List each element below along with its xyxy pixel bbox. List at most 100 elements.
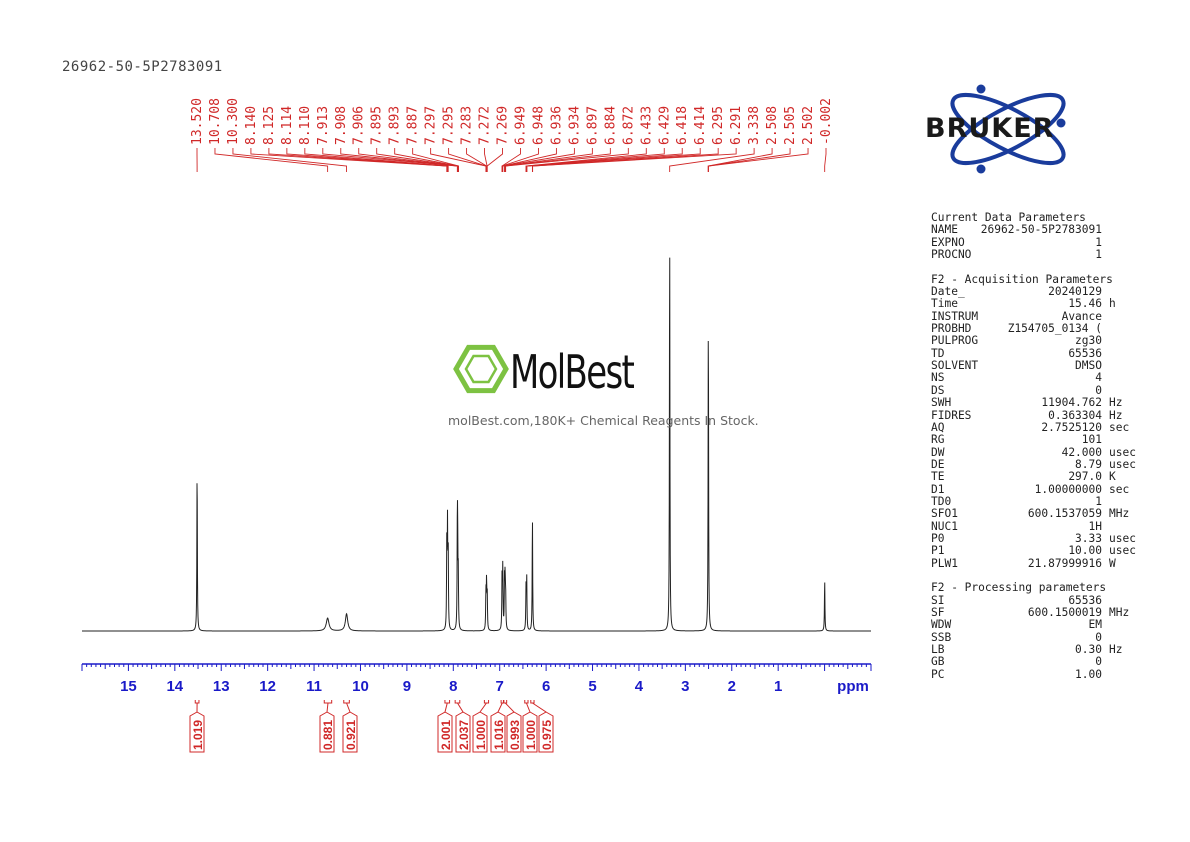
param-value: 8.79 <box>1075 457 1102 471</box>
x-tick-label: 1 <box>774 678 782 695</box>
peak-connector <box>505 148 629 172</box>
integral-box <box>437 702 453 753</box>
param-value: zg30 <box>1075 334 1102 348</box>
param-row: P0 3.33 usec <box>931 532 1146 545</box>
peak-shift-label: 8.125 <box>262 106 277 145</box>
param-value: 2.7525120 <box>1041 420 1102 434</box>
peak-shift-label: 6.418 <box>675 106 690 145</box>
param-key: NS <box>931 371 945 385</box>
param-row: NAME 26962-50-5P2783091 <box>931 223 1146 237</box>
param-key: EXPNO <box>931 235 965 249</box>
acquisition-params-title: F2 - Acquisition Parameters <box>931 272 1113 286</box>
param-key: DE <box>931 457 945 471</box>
bruker-logo-text: BRUKER <box>925 113 1055 144</box>
param-value: 1.00 <box>1075 667 1102 681</box>
peak-shift-label: 6.872 <box>621 106 636 145</box>
peak-shift-label: 6.934 <box>567 106 582 145</box>
param-unit: h <box>1109 297 1116 311</box>
integral-box <box>342 702 358 753</box>
param-row: SSB 0 <box>931 630 1146 644</box>
sample-name: 26962-50-5P2783091 <box>62 59 223 75</box>
param-value: 21.87999916 <box>1027 556 1102 570</box>
param-key: PROBHD <box>931 322 972 336</box>
param-value: 65536 <box>1068 593 1102 607</box>
x-tick-label: 14 <box>166 678 183 695</box>
param-unit: usec <box>1109 544 1136 558</box>
param-key: PC <box>931 667 945 681</box>
peak-connector <box>708 148 809 172</box>
peak-shift-label: 10.708 <box>208 98 223 145</box>
integral-value: 1.000 <box>474 720 488 750</box>
peak-shift-label: 7.908 <box>334 106 349 145</box>
param-key: D1 <box>931 482 945 496</box>
param-value: 0 <box>1095 630 1102 644</box>
param-key: INSTRUM <box>931 309 979 323</box>
param-unit: K <box>1109 470 1116 484</box>
param-unit: MHz <box>1109 606 1130 619</box>
integral-value: 0.993 <box>508 720 522 750</box>
param-key: PLW1 <box>931 556 958 570</box>
param-row: DS 0 <box>931 383 1146 397</box>
peak-connector <box>466 148 488 172</box>
param-row: EXPNO 1 <box>931 235 1146 249</box>
peak-connector <box>358 148 459 172</box>
param-value: 1.00000000 <box>1034 482 1102 496</box>
param-key: Time <box>931 297 958 311</box>
watermark-ring-icon <box>453 344 509 394</box>
param-value: 26962-50-5P2783091 <box>980 223 1102 237</box>
param-value: 297.0 <box>1068 470 1102 484</box>
integral-bracket <box>500 700 504 704</box>
peak-shift-label: 8.110 <box>298 106 313 145</box>
x-tick-label: 15 <box>120 678 137 695</box>
peak-shift-label: 2.505 <box>783 106 798 145</box>
param-value: Avance <box>1061 309 1102 323</box>
param-value: 101 <box>1081 433 1102 447</box>
x-tick-label: 3 <box>681 678 689 695</box>
param-value: 10.00 <box>1068 544 1102 558</box>
peak-shift-label: 7.895 <box>370 106 385 145</box>
current-params-title: Current Data Parameters <box>931 211 1086 224</box>
param-value: 65536 <box>1068 346 1102 360</box>
param-unit: sec <box>1109 482 1130 496</box>
param-key: AQ <box>931 420 945 434</box>
param-row: PC 1.00 <box>931 667 1146 681</box>
integral-value: 0.975 <box>540 720 554 750</box>
peak-shift-label: 7.906 <box>352 106 367 145</box>
peak-shift-label: 8.114 <box>280 106 295 145</box>
peak-connector <box>669 148 755 172</box>
integral-value: 1.019 <box>191 720 205 750</box>
param-row: DE 8.79 usec <box>931 457 1146 471</box>
peak-shift-label: 8.140 <box>244 106 259 145</box>
param-row: NS 4 <box>931 371 1146 385</box>
param-row: SI 65536 <box>931 593 1146 607</box>
param-key: PROCNO <box>931 248 972 262</box>
processing-params-list: SI 65536 SF 600.1500019 MHz WDW EM SSB 0 LB 0.30 Hz… <box>931 593 1146 681</box>
peak-connector <box>286 148 449 172</box>
param-key: GB <box>931 655 945 669</box>
peak-shift-label: 7.272 <box>478 106 493 145</box>
param-value: 15.46 <box>1068 297 1102 311</box>
param-row: DW 42.000 usec <box>931 445 1146 459</box>
integral-box <box>522 702 538 753</box>
x-axis-unit-label: ppm <box>837 678 869 695</box>
param-row: SF 600.1500019 MHz <box>931 606 1146 619</box>
peak-shift-label: 7.297 <box>424 106 439 145</box>
integral-group: 1.019 0.881 0.921 2.001 2.037 1.000 1.016 0.993… <box>189 700 554 753</box>
peak-connector <box>501 148 539 172</box>
integral-value: 2.001 <box>439 720 453 750</box>
peak-shift-label: 3.338 <box>747 106 762 145</box>
param-row: SWH 11904.762 Hz <box>931 396 1146 410</box>
param-key: DW <box>931 445 945 459</box>
param-row: TD0 1 <box>931 495 1146 508</box>
x-tick-label: 2 <box>728 678 736 695</box>
peak-shift-label: 7.887 <box>406 106 421 145</box>
peak-shift-label: 10.300 <box>226 98 241 145</box>
x-tick-label: 6 <box>542 678 550 695</box>
peak-connector <box>250 148 448 172</box>
x-tick-label: 9 <box>403 678 411 695</box>
param-unit: Hz <box>1109 396 1123 410</box>
param-key: DS <box>931 383 945 397</box>
param-unit: sec <box>1109 420 1130 434</box>
peak-shift-label: 2.508 <box>765 106 780 145</box>
